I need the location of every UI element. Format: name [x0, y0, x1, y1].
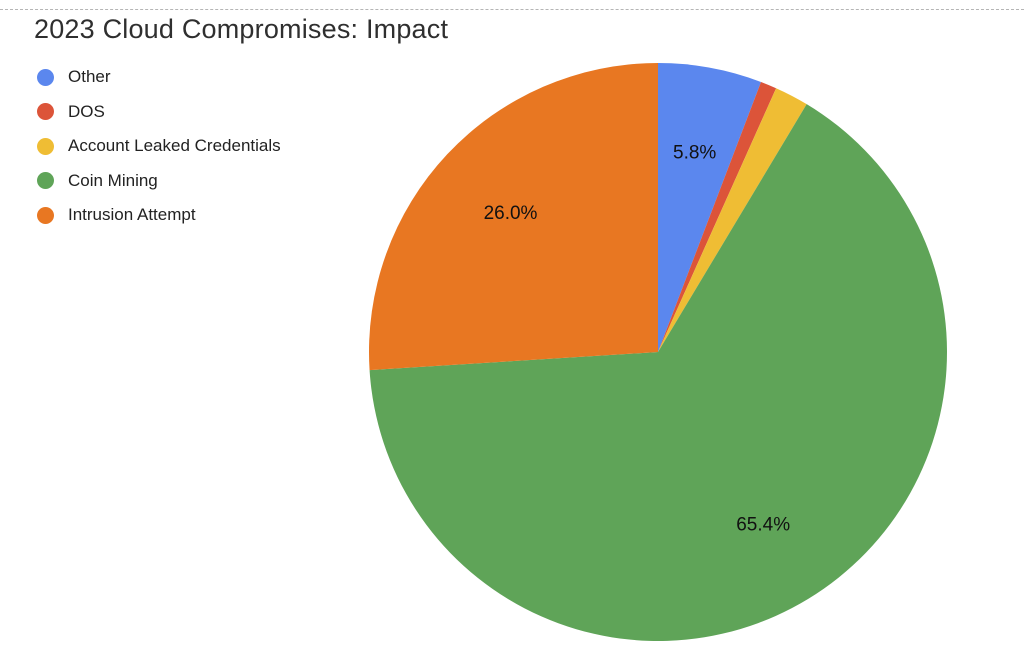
legend-item-other[interactable]: Other — [37, 60, 281, 95]
legend-item-coin-mining[interactable]: Coin Mining — [37, 164, 281, 199]
chart-legend: Other DOS Account Leaked Credentials Coi… — [37, 60, 281, 233]
pie-slice-account-leaked-credentials[interactable] — [658, 88, 807, 353]
pie-slice-intrusion-attempt[interactable] — [369, 63, 658, 371]
legend-swatch — [37, 137, 54, 155]
chart-title: 2023 Cloud Compromises: Impact — [34, 14, 449, 44]
legend-label: DOS — [68, 101, 105, 121]
slice-label-intrusion-attempt: 26.0% — [484, 203, 538, 224]
pie-slice-coin-mining[interactable] — [369, 104, 947, 642]
slice-label-other: 5.8% — [673, 143, 716, 164]
legend-label: Other — [68, 67, 111, 87]
legend-swatch — [37, 172, 54, 190]
legend-label: Intrusion Attempt — [68, 205, 196, 225]
legend-swatch — [37, 68, 54, 86]
legend-item-intrusion-attempt[interactable]: Intrusion Attempt — [37, 198, 281, 233]
slice-label-coin-mining: 65.4% — [736, 514, 790, 535]
legend-label: Account Leaked Credentials — [68, 136, 281, 156]
legend-swatch — [37, 103, 54, 121]
top-divider — [0, 9, 1024, 10]
pie-slice-other[interactable] — [658, 63, 762, 352]
legend-item-dos[interactable]: DOS — [37, 95, 281, 130]
legend-swatch — [37, 206, 54, 224]
legend-item-account-leaked-credentials[interactable]: Account Leaked Credentials — [37, 129, 281, 164]
legend-label: Coin Mining — [68, 170, 158, 190]
pie-slice-dos[interactable] — [658, 81, 777, 352]
